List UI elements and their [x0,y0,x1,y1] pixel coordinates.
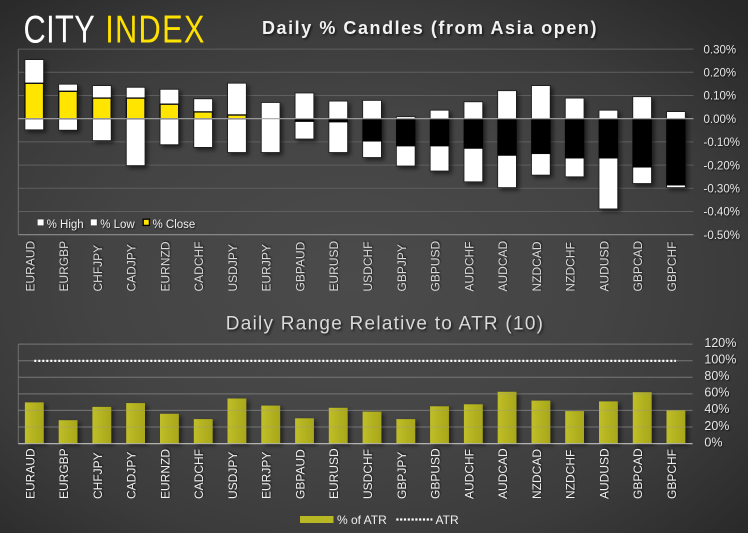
svg-text:ATR: ATR [436,513,459,527]
svg-text:INDEX: INDEX [105,8,206,51]
svg-text:EURNZD: EURNZD [158,449,172,499]
svg-text:USDJPY: USDJPY [226,244,240,291]
svg-text:GBPUSD: GBPUSD [429,240,443,291]
svg-text:EURJPY: EURJPY [260,452,274,499]
svg-text:NZDCAD: NZDCAD [530,241,544,291]
svg-text:% Close: % Close [153,219,196,231]
svg-text:AUDCAD: AUDCAD [496,448,510,499]
svg-text:0%: 0% [704,435,722,449]
svg-text:GBPCAD: GBPCAD [631,240,645,291]
svg-text:80%: 80% [704,369,729,383]
svg-text:AUDUSD: AUDUSD [597,448,611,499]
svg-text:GBPAUD: GBPAUD [294,449,308,499]
svg-text:AUDCHF: AUDCHF [462,449,476,499]
svg-text:-0.30%: -0.30% [704,184,740,196]
svg-text:20%: 20% [704,419,729,433]
svg-text:USDCHF: USDCHF [361,449,375,499]
svg-text:Daily % Candles (from Asia ope: Daily % Candles (from Asia open) [262,18,598,38]
svg-text:-0.50%: -0.50% [704,230,740,242]
svg-text:-0.10%: -0.10% [704,137,740,149]
svg-text:GBPAUD: GBPAUD [294,241,308,291]
svg-text:NZDCHF: NZDCHF [564,450,578,499]
svg-text:100%: 100% [704,353,736,367]
svg-text:USDCHF: USDCHF [361,242,375,292]
svg-text:% Low: % Low [100,219,135,231]
svg-text:% High: % High [47,219,84,231]
svg-text:AUDUSD: AUDUSD [597,240,611,291]
svg-text:Daily Range Relative to ATR (1: Daily Range Relative to ATR (10) [226,314,544,335]
svg-text:0.30%: 0.30% [704,44,737,56]
svg-text:EURGBP: EURGBP [57,241,71,292]
svg-text:GBPCHF: GBPCHF [665,449,679,499]
svg-text:NZDCAD: NZDCAD [530,449,544,499]
svg-text:EURAUD: EURAUD [23,448,37,499]
svg-text:0.00%: 0.00% [704,114,737,126]
svg-text:EURUSD: EURUSD [327,240,341,291]
svg-text:AUDCHF: AUDCHF [462,242,476,292]
svg-text:USDJPY: USDJPY [226,452,240,499]
svg-text:EURAUD: EURAUD [23,240,37,291]
svg-text:0.20%: 0.20% [704,68,737,80]
svg-text:GBPCAD: GBPCAD [631,448,645,499]
svg-text:60%: 60% [704,386,729,400]
svg-text:NZDCHF: NZDCHF [564,242,578,291]
svg-text:GBPUSD: GBPUSD [429,448,443,499]
svg-text:EURGBP: EURGBP [57,448,71,499]
svg-text:% of ATR: % of ATR [337,513,387,527]
svg-text:CADJPY: CADJPY [125,452,139,499]
svg-text:-0.20%: -0.20% [704,160,740,172]
svg-text:GBPJPY: GBPJPY [395,452,409,499]
svg-text:CHFJPY: CHFJPY [91,452,105,499]
svg-text:EURJPY: EURJPY [260,244,274,291]
svg-text:CITY: CITY [23,8,95,51]
svg-text:-0.40%: -0.40% [704,207,740,219]
svg-text:EURNZD: EURNZD [158,241,172,291]
svg-text:GBPJPY: GBPJPY [395,244,409,291]
svg-text:CHFJPY: CHFJPY [91,245,105,292]
svg-text:CADCHF: CADCHF [192,449,206,499]
svg-text:AUDCAD: AUDCAD [496,240,510,291]
svg-text:EURUSD: EURUSD [327,448,341,499]
svg-text:CADCHF: CADCHF [192,242,206,292]
svg-text:120%: 120% [704,336,736,350]
svg-text:GBPCHF: GBPCHF [665,241,679,291]
svg-text:0.10%: 0.10% [704,91,737,103]
svg-text:40%: 40% [704,402,729,416]
svg-text:CADJPY: CADJPY [125,244,139,291]
